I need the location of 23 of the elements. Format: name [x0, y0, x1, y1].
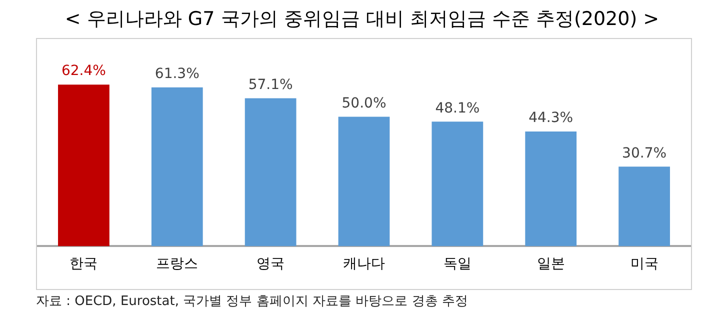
bar: [151, 87, 203, 246]
data-label: 44.3%: [528, 110, 574, 126]
x-tick-label: 프랑스: [156, 256, 198, 272]
data-label: 30.7%: [622, 145, 667, 162]
data-label: 50.0%: [342, 95, 386, 112]
x-tick-label: 한국: [70, 256, 98, 272]
x-tick-label: 일본: [536, 256, 565, 272]
bar: [244, 98, 296, 246]
data-label: 61.3%: [154, 66, 200, 82]
data-label: 57.1%: [248, 76, 293, 93]
x-tick-label: 캐나다: [343, 256, 385, 272]
text: 자료 : OECD, Eurostat, 국가별 정부 홈페이지 자료를 바탕으로 경총 추정: [36, 293, 468, 310]
bar: [618, 166, 670, 246]
x-tick-label: 미국: [630, 256, 658, 272]
data-label: 48.1%: [435, 100, 480, 116]
bar: [525, 131, 577, 246]
data-label: 62.4%: [61, 63, 106, 80]
x-tick-label: 영국: [256, 256, 285, 272]
bar: [58, 84, 110, 246]
chart-title: < 우리나라와 G7 국가의 중위임금 대비 최저임금 수준 추정(2020) >: [64, 7, 660, 32]
x-tick-label: 독일: [443, 256, 472, 272]
bar: [338, 116, 390, 246]
bar: [432, 122, 484, 246]
